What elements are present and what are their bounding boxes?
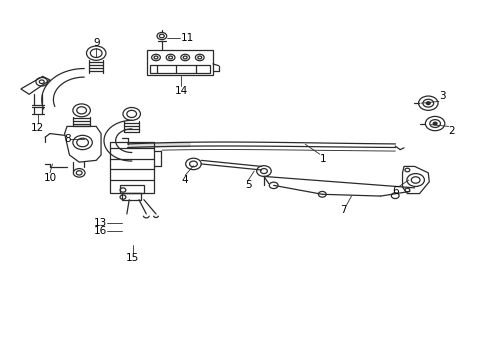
Text: 2: 2 bbox=[448, 126, 454, 136]
Text: 13: 13 bbox=[94, 218, 107, 228]
Text: 14: 14 bbox=[174, 86, 187, 96]
Text: 3: 3 bbox=[438, 91, 445, 102]
Bar bbox=[147, 50, 212, 75]
Text: 12: 12 bbox=[31, 123, 44, 133]
Bar bbox=[110, 143, 153, 193]
Text: 16: 16 bbox=[94, 226, 107, 236]
Text: 10: 10 bbox=[43, 173, 57, 183]
Text: 15: 15 bbox=[126, 253, 139, 263]
Text: 7: 7 bbox=[339, 205, 346, 215]
Bar bbox=[122, 193, 141, 200]
Text: 8: 8 bbox=[63, 134, 70, 144]
Circle shape bbox=[426, 102, 429, 105]
Text: 9: 9 bbox=[93, 38, 100, 48]
Bar bbox=[119, 185, 143, 193]
Text: 4: 4 bbox=[182, 175, 188, 185]
Text: 5: 5 bbox=[244, 180, 251, 190]
Text: 1: 1 bbox=[319, 154, 326, 164]
Bar bbox=[149, 65, 210, 73]
Circle shape bbox=[432, 122, 436, 125]
Text: 11: 11 bbox=[180, 33, 193, 43]
Text: 6: 6 bbox=[392, 186, 398, 197]
